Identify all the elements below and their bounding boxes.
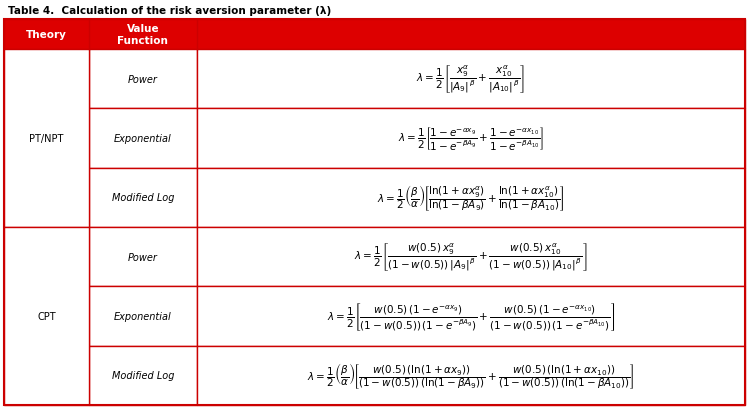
Bar [89, 346, 197, 405]
Text: Modified Log: Modified Log [112, 371, 175, 380]
Text: Exponential: Exponential [114, 311, 172, 321]
Text: Value
Function: Value Function [118, 24, 169, 46]
Text: $\lambda = \dfrac{1}{2}\left[\dfrac{w(0.5)\,x_9^{\alpha}}{(1-w(0.5))\,|A_9|^{\,\: $\lambda = \dfrac{1}{2}\left[\dfrac{w(0.… [354, 241, 588, 273]
Bar [197, 287, 745, 346]
Text: Table 4.  Calculation of the risk aversion parameter (λ): Table 4. Calculation of the risk aversio… [8, 6, 331, 16]
Bar [197, 346, 745, 405]
Bar [197, 50, 745, 109]
Bar [197, 168, 745, 227]
Text: $\lambda = \dfrac{1}{2}\left(\dfrac{\beta}{\alpha}\right)\!\left[\dfrac{\ln(1 + : $\lambda = \dfrac{1}{2}\left(\dfrac{\bet… [377, 183, 565, 213]
Bar [89, 50, 197, 109]
Text: $\lambda = \dfrac{1}{2}\left(\dfrac{\beta}{\alpha}\right)\!\left[\dfrac{w(0.5)\,: $\lambda = \dfrac{1}{2}\left(\dfrac{\bet… [307, 360, 634, 390]
Bar [4, 227, 89, 405]
Text: PT/NPT: PT/NPT [29, 134, 64, 144]
Bar [197, 109, 745, 168]
Text: $\lambda = \dfrac{1}{2}\left[\dfrac{1 - e^{-\alpha x_9}}{1 - e^{-\beta A_9}} + \: $\lambda = \dfrac{1}{2}\left[\dfrac{1 - … [398, 125, 544, 152]
Text: $\lambda = \dfrac{1}{2}\left[\dfrac{x_9^{\alpha}}{|A_9|^{\,\beta}} + \dfrac{x_{1: $\lambda = \dfrac{1}{2}\left[\dfrac{x_9^… [416, 64, 525, 95]
Bar [89, 168, 197, 227]
Text: Theory: Theory [26, 30, 67, 40]
Text: Exponential: Exponential [114, 134, 172, 144]
Text: Power: Power [128, 74, 158, 85]
Text: Modified Log: Modified Log [112, 193, 175, 203]
Text: Power: Power [128, 252, 158, 262]
Bar [89, 227, 197, 287]
Bar [89, 109, 197, 168]
Bar [4, 50, 89, 227]
Bar [197, 227, 745, 287]
Text: CPT: CPT [37, 311, 56, 321]
Bar [89, 287, 197, 346]
Text: $\lambda = \dfrac{1}{2}\left[\dfrac{w(0.5)\,(1 - e^{-\alpha x_9})}{(1-w(0.5))\,(: $\lambda = \dfrac{1}{2}\left[\dfrac{w(0.… [327, 301, 615, 332]
Bar [4, 20, 745, 50]
